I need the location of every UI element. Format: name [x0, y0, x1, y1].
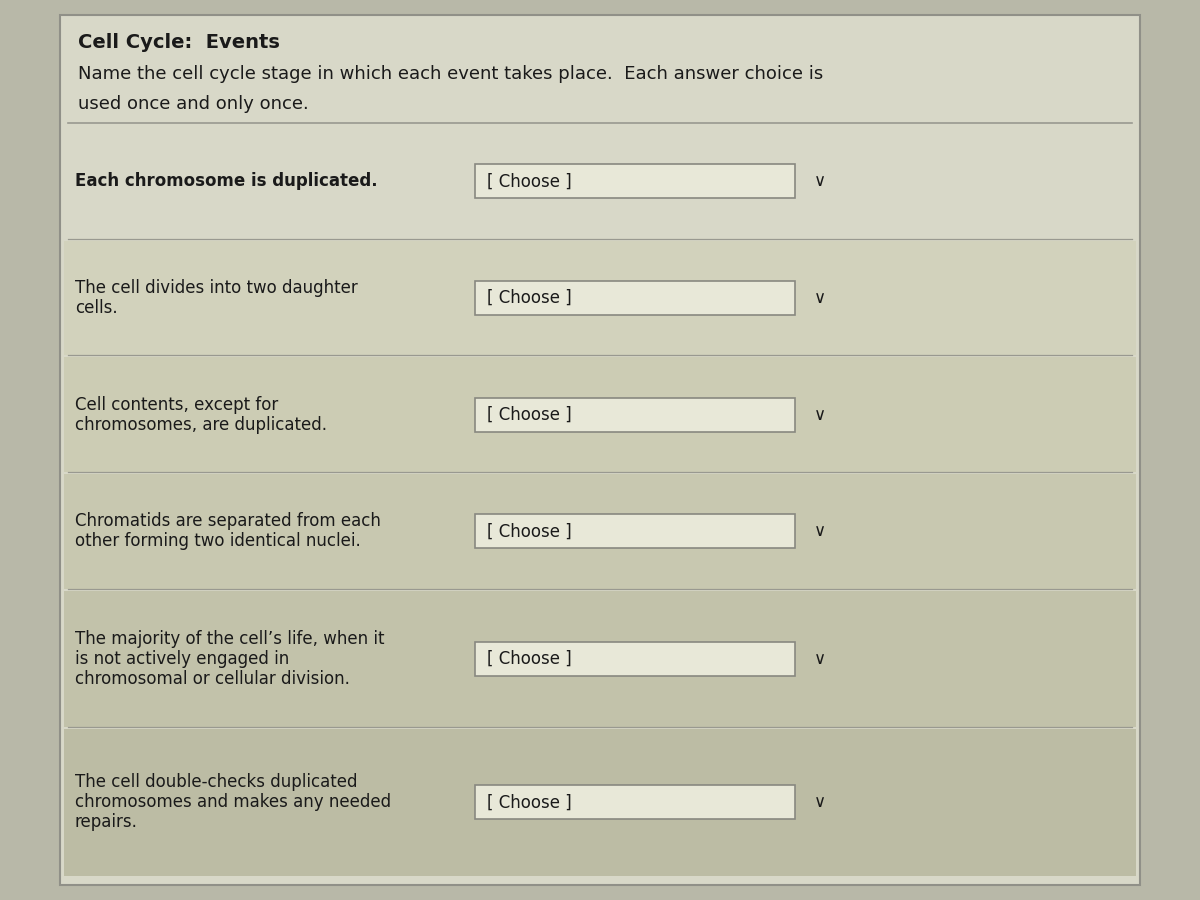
Text: ∨: ∨: [814, 650, 826, 668]
FancyBboxPatch shape: [475, 165, 796, 198]
Text: The cell double-checks duplicated: The cell double-checks duplicated: [74, 773, 358, 791]
FancyBboxPatch shape: [64, 240, 1136, 356]
Text: ∨: ∨: [814, 794, 826, 812]
Text: [ Choose ]: [ Choose ]: [487, 289, 571, 307]
Text: ∨: ∨: [814, 406, 826, 424]
Text: other forming two identical nuclei.: other forming two identical nuclei.: [74, 532, 361, 550]
Text: chromosomal or cellular division.: chromosomal or cellular division.: [74, 670, 350, 688]
Text: [ Choose ]: [ Choose ]: [487, 522, 571, 540]
Text: cells.: cells.: [74, 299, 118, 317]
Text: [ Choose ]: [ Choose ]: [487, 794, 571, 812]
FancyBboxPatch shape: [64, 729, 1136, 876]
Text: ∨: ∨: [814, 522, 826, 540]
FancyBboxPatch shape: [475, 642, 796, 676]
FancyBboxPatch shape: [64, 590, 1136, 727]
Text: [ Choose ]: [ Choose ]: [487, 650, 571, 668]
FancyBboxPatch shape: [475, 398, 796, 432]
Text: [ Choose ]: [ Choose ]: [487, 172, 571, 190]
Text: Each chromosome is duplicated.: Each chromosome is duplicated.: [74, 172, 378, 190]
Text: chromosomes and makes any needed: chromosomes and makes any needed: [74, 794, 391, 812]
Text: used once and only once.: used once and only once.: [78, 95, 308, 113]
Text: ∨: ∨: [814, 289, 826, 307]
Text: Cell contents, except for: Cell contents, except for: [74, 396, 278, 414]
Text: Name the cell cycle stage in which each event takes place.  Each answer choice i: Name the cell cycle stage in which each …: [78, 65, 823, 83]
Text: ∨: ∨: [814, 172, 826, 190]
FancyBboxPatch shape: [475, 786, 796, 820]
Text: Chromatids are separated from each: Chromatids are separated from each: [74, 512, 380, 530]
Text: is not actively engaged in: is not actively engaged in: [74, 650, 289, 668]
Text: repairs.: repairs.: [74, 814, 138, 832]
Text: chromosomes, are duplicated.: chromosomes, are duplicated.: [74, 416, 326, 434]
Text: Cell Cycle:  Events: Cell Cycle: Events: [78, 33, 280, 52]
FancyBboxPatch shape: [475, 281, 796, 315]
FancyBboxPatch shape: [475, 514, 796, 548]
FancyBboxPatch shape: [64, 474, 1136, 589]
FancyBboxPatch shape: [64, 357, 1136, 472]
FancyBboxPatch shape: [64, 124, 1136, 238]
Text: [ Choose ]: [ Choose ]: [487, 406, 571, 424]
Text: The cell divides into two daughter: The cell divides into two daughter: [74, 279, 358, 297]
Text: The majority of the cell’s life, when it: The majority of the cell’s life, when it: [74, 630, 384, 648]
FancyBboxPatch shape: [60, 15, 1140, 885]
